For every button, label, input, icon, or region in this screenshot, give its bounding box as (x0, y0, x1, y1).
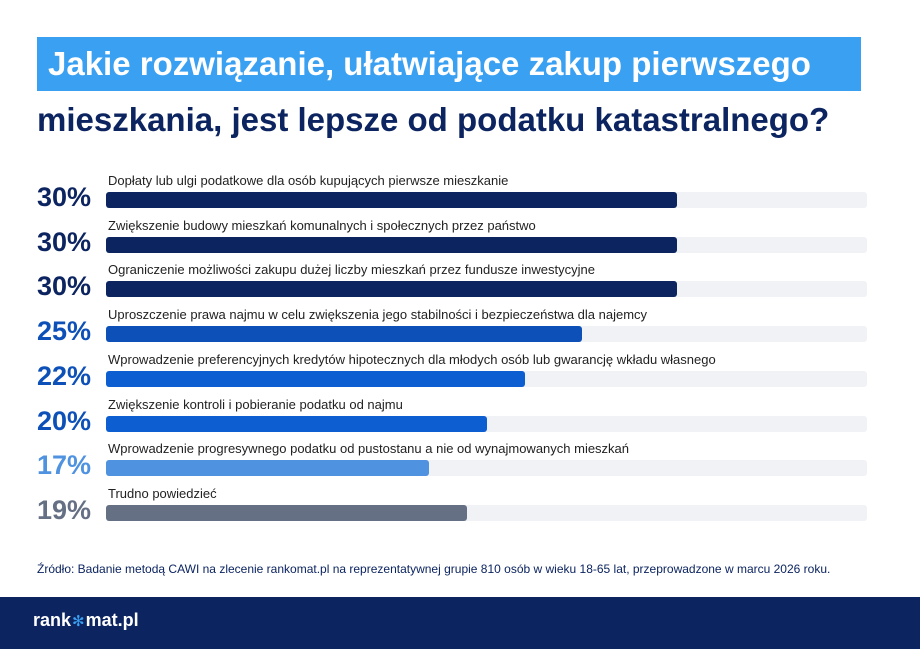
bar-category-label: Wprowadzenie preferencyjnych kredytów hi… (108, 351, 716, 367)
source-note: Źródło: Badanie metodą CAWI na zlecenie … (37, 562, 831, 576)
bar-value-label: 30% (37, 182, 92, 212)
bar-category-label: Zwiększenie budowy mieszkań komunalnych … (108, 217, 536, 233)
bar-row: 22% Wprowadzenie preferencyjnych kredytów… (0, 352, 920, 397)
bar-category-label: Trudno powiedzieć (108, 485, 217, 501)
bar-track (106, 192, 867, 208)
bar-category-label: Zwiększenie kontroli i pobieranie podatk… (108, 396, 403, 412)
footer-bar: rank ✻ mat.pl (0, 597, 920, 649)
bar-row: 25% Uproszczenie prawa najmu w celu zwięk… (0, 307, 920, 352)
chart-title-line-2: mieszkania, jest lepsze od podatku katas… (37, 101, 830, 138)
bar-value-label: 25% (37, 316, 92, 347)
chart-title-line-1: Jakie rozwiązanie, ułatwiające zakup pie… (48, 45, 811, 82)
bar-value-label: 17% (37, 450, 92, 481)
bar (106, 281, 677, 298)
bar-category-label: Dopłaty lub ulgi podatkowe dla osób kupu… (108, 173, 509, 188)
bar (106, 415, 487, 432)
bar-chart: 30% Dopłaty lub ulgi podatkowe dla osób k… (0, 173, 920, 531)
bar-row: 30% Zwiększenie budowy mieszkań komunalny… (0, 218, 920, 263)
bar-value-label: 20% (37, 405, 92, 436)
bar (106, 460, 430, 477)
title-highlight-box (37, 37, 861, 91)
logo-text-left: rank (33, 610, 72, 630)
bar-category-label: Uproszczenie prawa najmu w celu zwiększe… (108, 307, 648, 323)
bar-category-label: Wprowadzenie progresywnego podatku od pu… (108, 441, 630, 457)
rankomat-logo: rank ✻ mat.pl (33, 610, 139, 631)
bar-row: 19% Trudno powiedzieć (0, 486, 920, 531)
bar-value-label: 22% (37, 360, 92, 391)
logo-text-right: mat.pl (85, 610, 139, 630)
bar-value-label: 30% (37, 226, 92, 257)
bar-track (106, 504, 867, 521)
bar-track (106, 281, 867, 298)
bar-row: 30% Dopłaty lub ulgi podatkowe dla osób k… (0, 173, 920, 218)
bar (106, 370, 525, 387)
bar-track (106, 236, 867, 253)
bar-track (106, 460, 867, 477)
bar-track (106, 326, 867, 343)
bar-value-label: 30% (37, 271, 92, 302)
bar-track (106, 370, 867, 387)
logo-star-icon: ✻ (72, 612, 85, 630)
bar-category-label: Ograniczenie możliwości zakupu dużej lic… (108, 262, 595, 278)
bar-value-label: 19% (37, 494, 92, 525)
bar (106, 504, 468, 521)
bar-track (106, 415, 867, 432)
bar (106, 236, 677, 253)
bar-row: 30% Ograniczenie możliwości zakupu dużej … (0, 262, 920, 307)
bar (106, 192, 677, 208)
bar-row: 20% Zwiększenie kontroli i pobieranie pod… (0, 397, 920, 442)
bar (106, 326, 582, 343)
bar-row: 17% Wprowadzenie progresywnego podatku od… (0, 441, 920, 486)
